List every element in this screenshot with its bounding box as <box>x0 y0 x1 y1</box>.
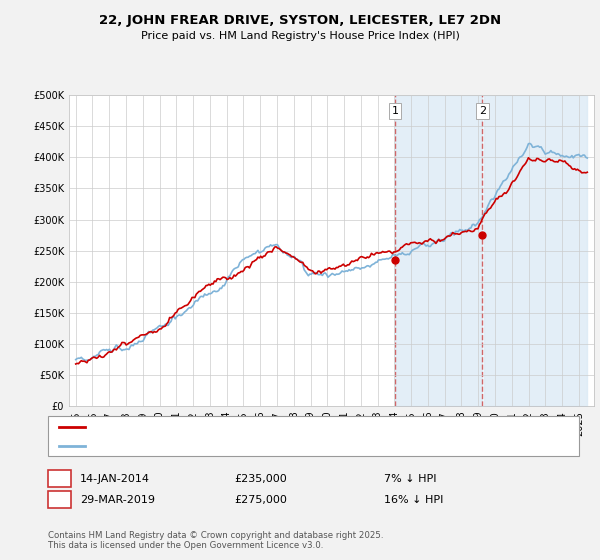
Text: 14-JAN-2014: 14-JAN-2014 <box>80 474 150 484</box>
Text: £275,000: £275,000 <box>234 494 287 505</box>
Text: 29-MAR-2019: 29-MAR-2019 <box>80 494 155 505</box>
Text: Price paid vs. HM Land Registry's House Price Index (HPI): Price paid vs. HM Land Registry's House … <box>140 31 460 41</box>
Text: £235,000: £235,000 <box>234 474 287 484</box>
Text: 7% ↓ HPI: 7% ↓ HPI <box>384 474 437 484</box>
Text: Contains HM Land Registry data © Crown copyright and database right 2025.
This d: Contains HM Land Registry data © Crown c… <box>48 531 383 550</box>
Text: 1: 1 <box>392 106 398 116</box>
Text: 2: 2 <box>56 493 63 506</box>
Text: HPI: Average price, detached house, Charnwood: HPI: Average price, detached house, Char… <box>90 441 342 450</box>
Text: 22, JOHN FREAR DRIVE, SYSTON, LEICESTER, LE7 2DN: 22, JOHN FREAR DRIVE, SYSTON, LEICESTER,… <box>99 14 501 27</box>
Text: 22, JOHN FREAR DRIVE, SYSTON, LEICESTER, LE7 2DN (detached house): 22, JOHN FREAR DRIVE, SYSTON, LEICESTER,… <box>90 422 465 432</box>
Text: 1: 1 <box>56 472 63 486</box>
Text: 2: 2 <box>479 106 486 116</box>
Text: 16% ↓ HPI: 16% ↓ HPI <box>384 494 443 505</box>
